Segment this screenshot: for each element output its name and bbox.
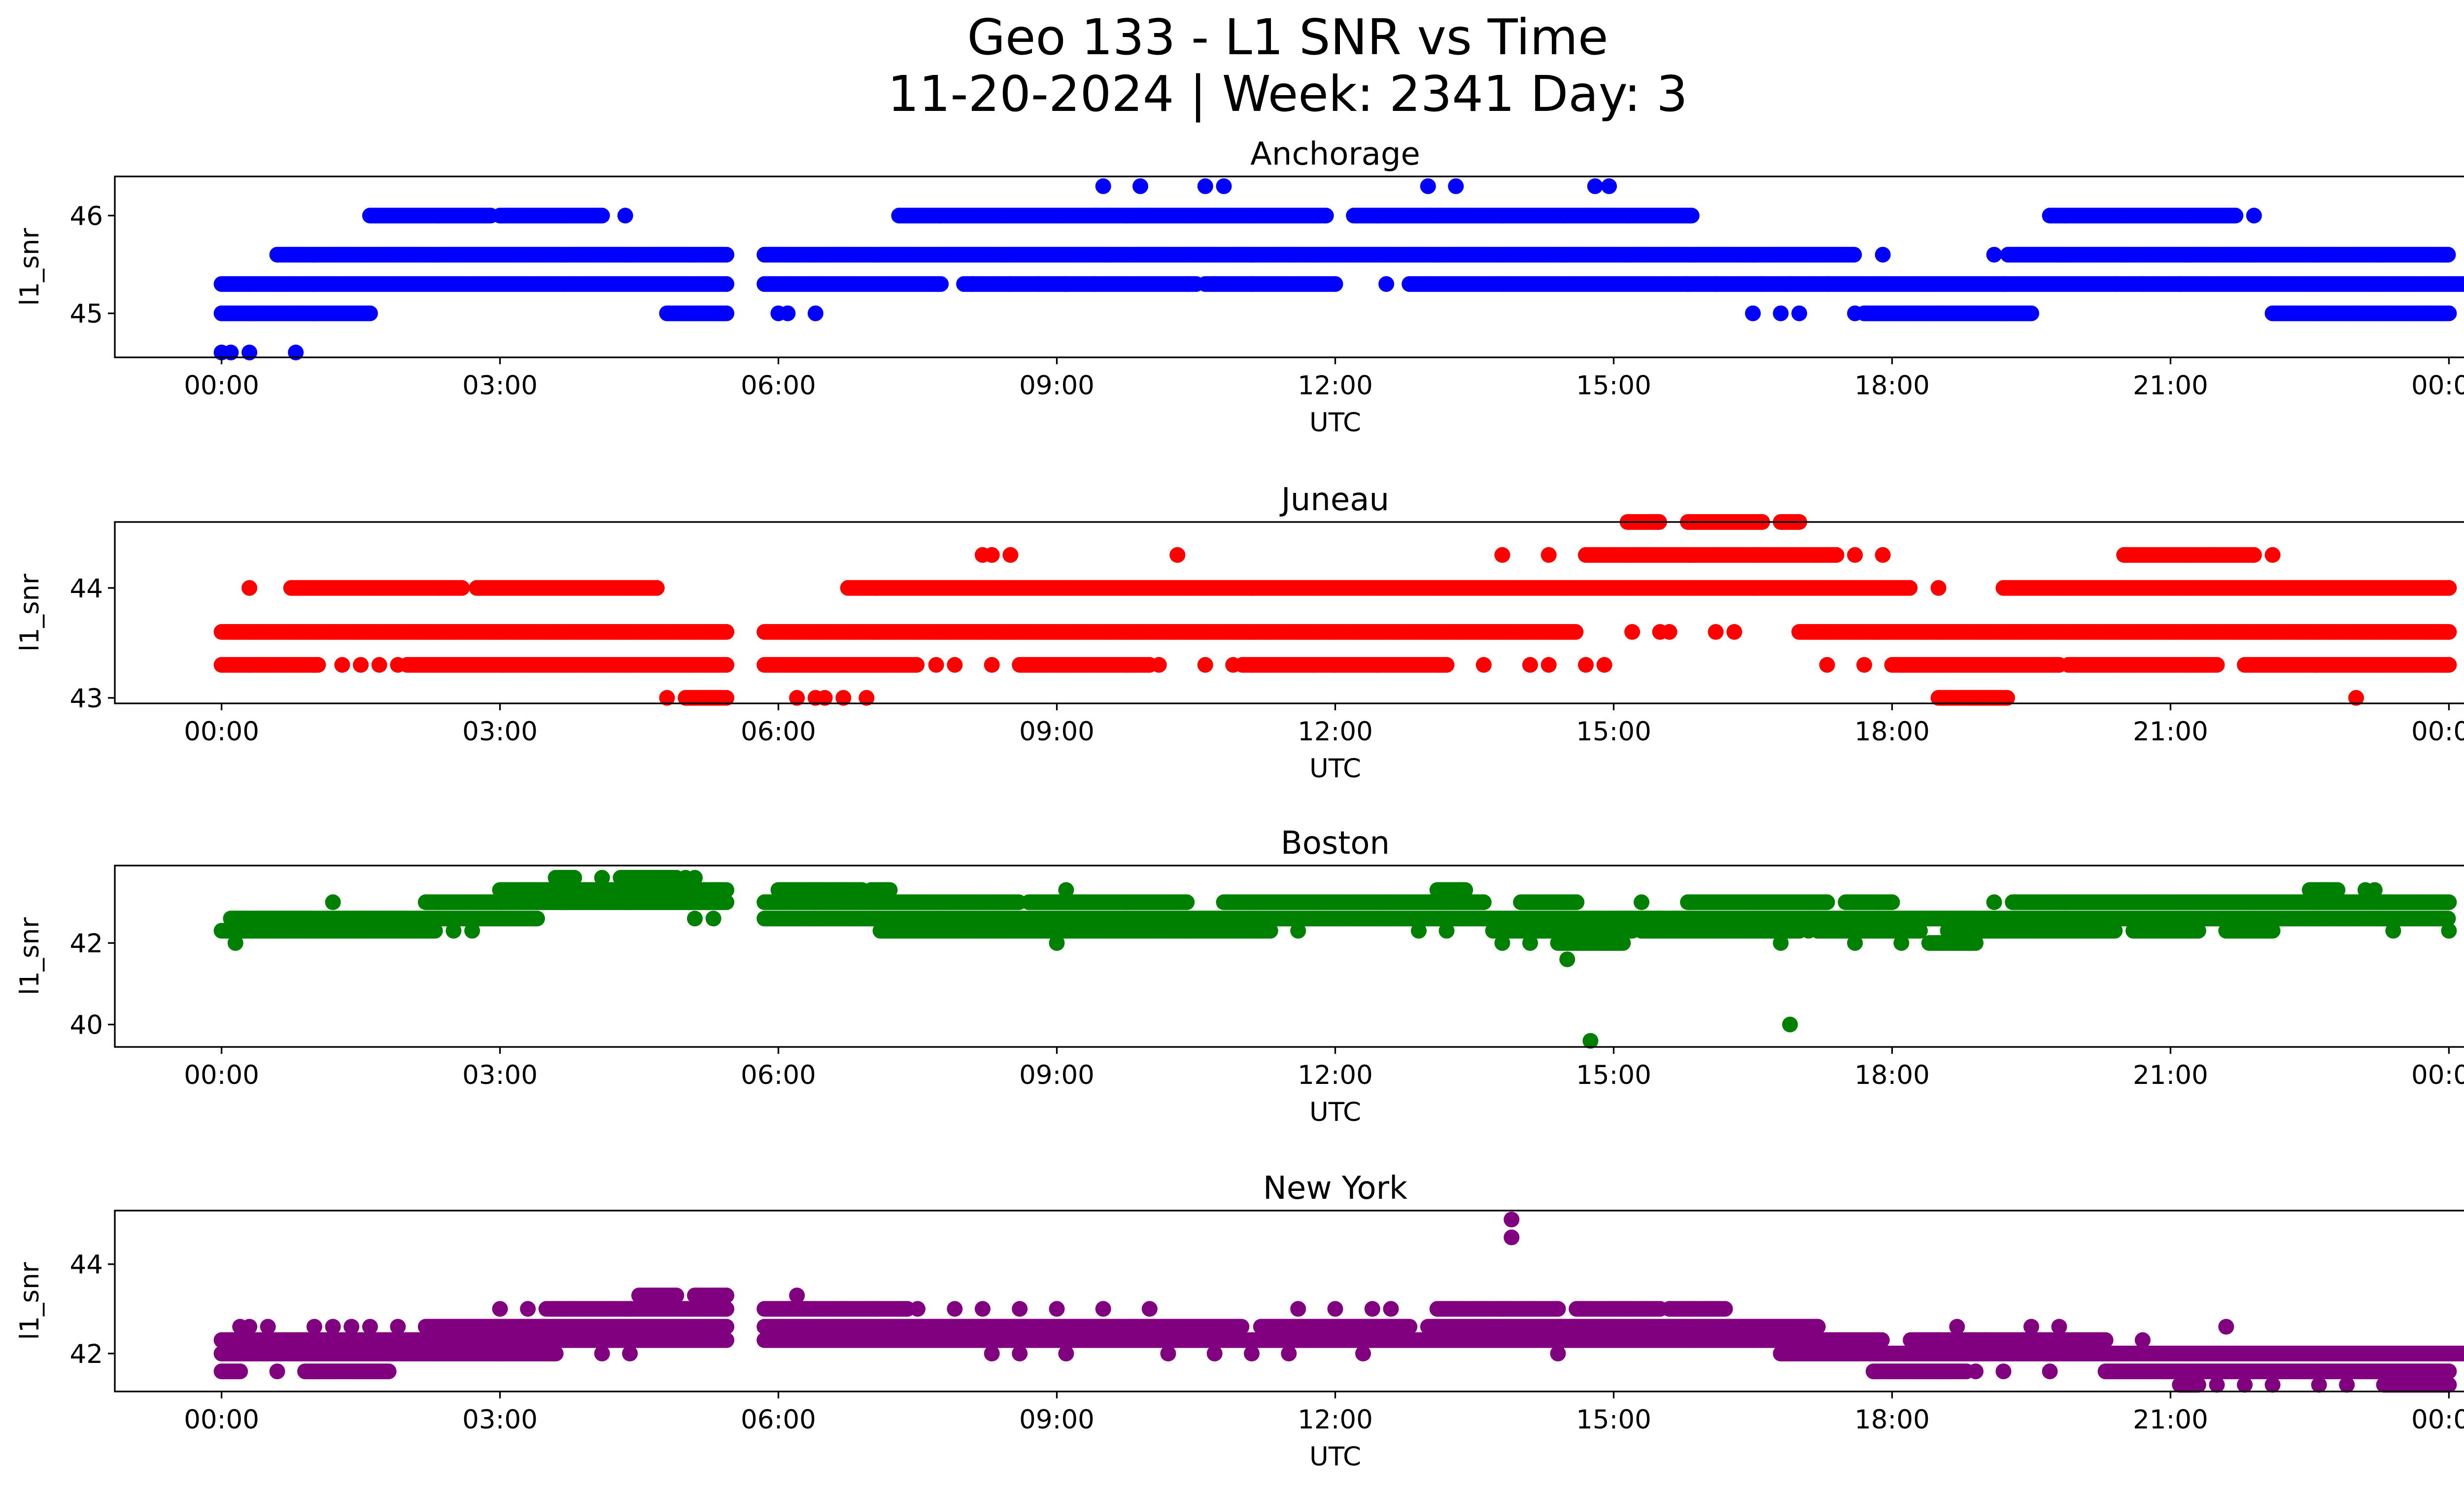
data-point — [1683, 208, 1700, 224]
data-point — [1847, 305, 1863, 321]
data-point — [1587, 178, 1603, 194]
data-point — [719, 624, 735, 640]
series-anchorage-0 — [213, 276, 2464, 292]
x-tick-label: 00:00 — [2411, 371, 2464, 401]
y-axis-label: l1_snr — [15, 228, 45, 306]
subplot-title-anchorage: Anchorage — [1250, 136, 1420, 173]
subplot-anchorage: Anchorage 00:00 03:00 06:00 09:00 12:00 15:00 1… — [15, 136, 2464, 438]
x-tick-label: 18:00 — [1854, 371, 1930, 401]
data-point — [1986, 246, 2002, 263]
data-point — [1030, 276, 1046, 292]
figure-title-line1: Geo 133 - L1 SNR vs Time — [967, 8, 1608, 66]
data-point — [719, 657, 735, 673]
data-point — [1206, 276, 1223, 292]
data-point — [1132, 178, 1148, 194]
y-tick-label: 45 — [70, 299, 103, 329]
data-point — [1216, 178, 1232, 194]
data-point — [310, 657, 326, 673]
data-point — [2246, 208, 2262, 224]
data-point — [1875, 246, 1891, 263]
data-point — [1086, 276, 1102, 292]
data-point — [1745, 305, 1761, 321]
data-point — [2107, 276, 2123, 292]
data-point — [1327, 276, 1343, 292]
data-point — [1708, 276, 1724, 292]
series-juneau-1 — [213, 657, 2457, 673]
figure-title-line2: 11-20-2024 | Week: 2341 Day: 3 — [888, 65, 1687, 123]
data-point — [2023, 305, 2039, 321]
data-point — [933, 276, 949, 292]
data-point — [965, 276, 981, 292]
data-point — [2209, 657, 2225, 673]
data-point — [1197, 178, 1213, 194]
data-point — [1726, 624, 1743, 640]
subplots: Anchorage 00:00 03:00 06:00 09:00 12:00 15:00 1… — [15, 136, 2464, 1472]
data-point — [719, 246, 735, 263]
data-point — [1791, 305, 1808, 321]
points-juneau — [213, 514, 2457, 706]
data-point — [1782, 276, 1798, 292]
data-point — [594, 208, 610, 224]
x-tick-label: 03:00 — [462, 371, 538, 401]
series-anchorage-1 — [269, 246, 2456, 263]
data-point — [362, 305, 378, 321]
data-point — [1708, 624, 1724, 640]
data-point — [1438, 657, 1455, 673]
x-tick-label: 06:00 — [741, 371, 816, 401]
data-point — [719, 276, 735, 292]
points-anchorage — [213, 178, 2464, 361]
data-point — [1661, 624, 1677, 640]
x-axis-label: UTC — [1309, 408, 1361, 438]
data-point — [2172, 276, 2188, 292]
data-point — [1624, 624, 1641, 640]
x-tick-label: 15:00 — [1576, 371, 1651, 401]
data-point — [1244, 276, 1260, 292]
series-juneau-0 — [213, 624, 2457, 640]
x-tick-label: 12:00 — [1298, 371, 1373, 401]
data-point — [1601, 178, 1617, 194]
x-tick-label: 09:00 — [1019, 371, 1095, 401]
data-point — [1568, 624, 1584, 640]
data-point — [1378, 276, 1395, 292]
data-point — [909, 657, 925, 673]
data-point — [1095, 178, 1111, 194]
data-point — [1819, 276, 1835, 292]
data-point — [780, 305, 796, 321]
data-point — [2441, 305, 2457, 321]
data-point — [807, 305, 823, 321]
data-point — [2441, 624, 2457, 640]
data-point — [617, 208, 633, 224]
axes-frame-anchorage — [114, 175, 2464, 358]
data-point — [2134, 276, 2151, 292]
data-point — [1846, 246, 1862, 263]
data-point — [1420, 178, 1436, 194]
series-anchorage-3 — [213, 305, 2457, 321]
data-point — [1318, 208, 1334, 224]
data-point — [1002, 276, 1019, 292]
data-point — [1179, 276, 1195, 292]
data-point — [1058, 276, 1074, 292]
data-point — [1995, 276, 2012, 292]
data-point — [719, 305, 735, 321]
series-anchorage-4 — [1095, 178, 1617, 194]
data-point — [1448, 178, 1464, 194]
y-tick-label: 46 — [70, 201, 103, 231]
data-point — [1773, 305, 1789, 321]
data-point — [2440, 246, 2456, 263]
x-tick-label: 00:00 — [184, 371, 259, 401]
x-tick-label: 21:00 — [2133, 371, 2208, 401]
series-anchorage-2 — [362, 208, 2262, 224]
data-point — [1754, 276, 1770, 292]
data-point — [2227, 208, 2244, 224]
